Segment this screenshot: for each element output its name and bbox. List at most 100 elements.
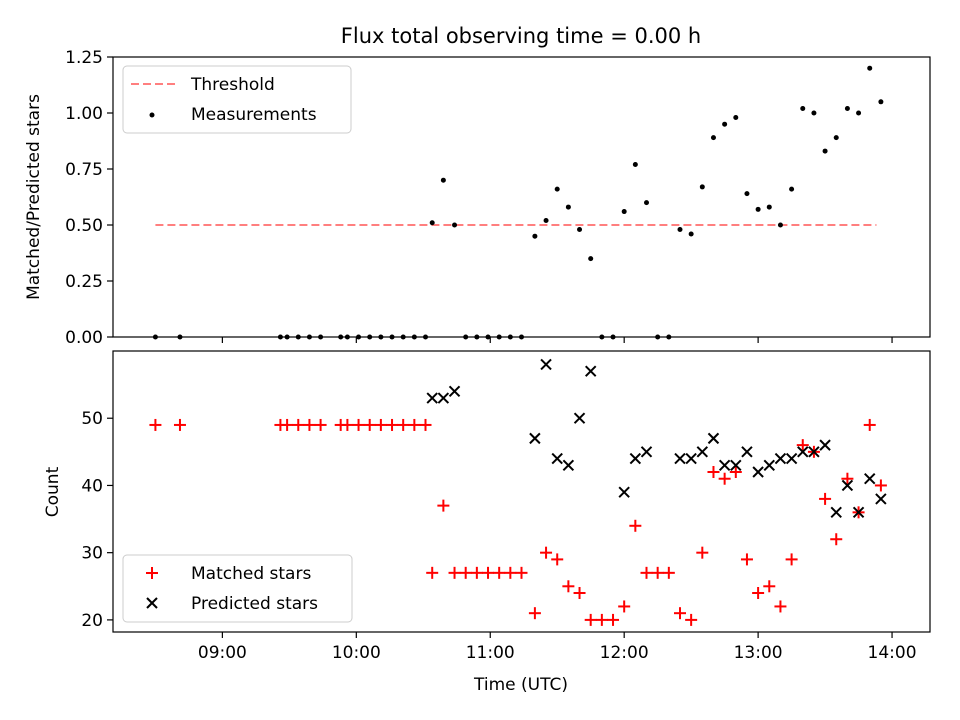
measurement-point (632, 162, 638, 168)
predicted-star-point (730, 459, 742, 471)
matched-star-point (493, 566, 506, 579)
predicted-x-b (808, 446, 820, 458)
matched-legend-label: Matched stars (191, 564, 311, 584)
predicted-legend-swatch (146, 597, 158, 609)
measurement-point (565, 204, 571, 210)
predicted-star-point (529, 432, 541, 445)
matched-star-point (303, 418, 316, 431)
matched-star-point (573, 587, 586, 600)
measurement-point (621, 209, 627, 215)
matched-star-point (673, 607, 686, 620)
matched-star-point (562, 580, 575, 593)
top-legend-box (122, 65, 352, 134)
measurement-point (878, 99, 884, 105)
top-y-axis: 0.00 0.25 0.50 0.75 1.00 1.25 (65, 48, 113, 348)
top-y-tick-label: 0.75 (65, 160, 103, 180)
measurement-point (777, 222, 783, 228)
measurements-legend-swatch (149, 112, 155, 118)
matched-star-point (470, 566, 483, 579)
measurement-point (800, 106, 806, 112)
measurement-point (833, 135, 839, 141)
predicted-x-b (685, 452, 697, 465)
predicted-star-point (685, 452, 697, 465)
measurement-point (644, 200, 650, 206)
matched-star-point (482, 566, 495, 579)
predicted-x-b (875, 493, 887, 505)
measurement-point (867, 65, 873, 71)
measurements-legend-label: Measurements (191, 105, 317, 125)
measurement-point (844, 106, 850, 112)
matched-star-point (173, 418, 186, 431)
matched-star-point (528, 607, 541, 620)
predicted-star-point (852, 506, 865, 519)
predicted-star-point (864, 473, 876, 485)
predicted-star-point (540, 358, 552, 371)
predicted-star-point (674, 452, 686, 465)
predicted-star-point (808, 446, 820, 458)
matched-star-point (341, 418, 354, 431)
matched-star-point (292, 418, 305, 431)
predicted-x-b (707, 432, 720, 445)
matched-star-point (504, 566, 517, 579)
top-y-tick-label: 0.00 (65, 328, 103, 348)
bottom-legend: Matched stars Predicted stars (122, 554, 353, 623)
predicted-x-b (864, 473, 876, 485)
matched-star-point (729, 466, 742, 479)
matched-star-point (551, 553, 564, 566)
measurement-point (789, 186, 795, 192)
matched-star-point (718, 472, 731, 485)
matched-star-point (397, 418, 410, 431)
matched-star-point (796, 439, 809, 452)
predicted-star-point (830, 506, 842, 519)
matched-star-point (426, 566, 439, 579)
predicted-star-point (562, 459, 575, 471)
measurement-point (688, 231, 694, 237)
predicted-star-point (640, 446, 653, 458)
top-y-tick-label: 0.50 (65, 216, 103, 236)
predicted-x-b (830, 506, 842, 519)
measurement-point (699, 184, 705, 190)
matched-star-point (685, 613, 698, 626)
predicted-x-b (852, 506, 865, 519)
predicted-x-b (797, 446, 809, 458)
bottom-y-axis-label: Count (43, 466, 63, 517)
matched-star-point (363, 418, 376, 431)
predicted-star-point (448, 385, 461, 398)
predicted-star-point (573, 412, 586, 424)
matched-star-point (595, 613, 608, 626)
matched-star-point (651, 566, 664, 579)
x-tick-label: 09:00 (198, 643, 247, 663)
x-tick-label: 14:00 (868, 643, 917, 663)
measurement-point (755, 206, 761, 212)
predicted-star-point (696, 446, 709, 458)
predicted-x-b (573, 412, 586, 424)
matched-star-point (740, 553, 753, 566)
measurement-point (452, 222, 458, 228)
predicted-x-b (774, 452, 787, 465)
measurement-point (744, 191, 750, 197)
top-y-tick-label: 1.00 (65, 104, 103, 124)
matched-star-point (774, 600, 787, 613)
measurement-point (677, 226, 683, 232)
predicted-star-point (741, 446, 753, 458)
matched-star-point (763, 580, 776, 593)
measurement-point (554, 186, 560, 192)
measurement-point (766, 204, 772, 210)
measurement-point (543, 218, 549, 224)
predicted-star-point (797, 446, 809, 458)
matched-star-point (874, 479, 887, 492)
predicted-x-b (752, 466, 764, 478)
top-x-ticks (221, 337, 893, 343)
measurement-point (429, 220, 435, 226)
matched-star-point (314, 418, 327, 431)
predicted-legend-label: Predicted stars (191, 594, 318, 614)
measurement-point (811, 110, 817, 116)
predicted-x-b (426, 392, 438, 404)
measurement-point (733, 114, 739, 120)
matched-star-point (352, 418, 365, 431)
predicted-x-b (584, 365, 597, 377)
predicted-x-b (741, 446, 753, 458)
predicted-x-b (529, 432, 541, 445)
